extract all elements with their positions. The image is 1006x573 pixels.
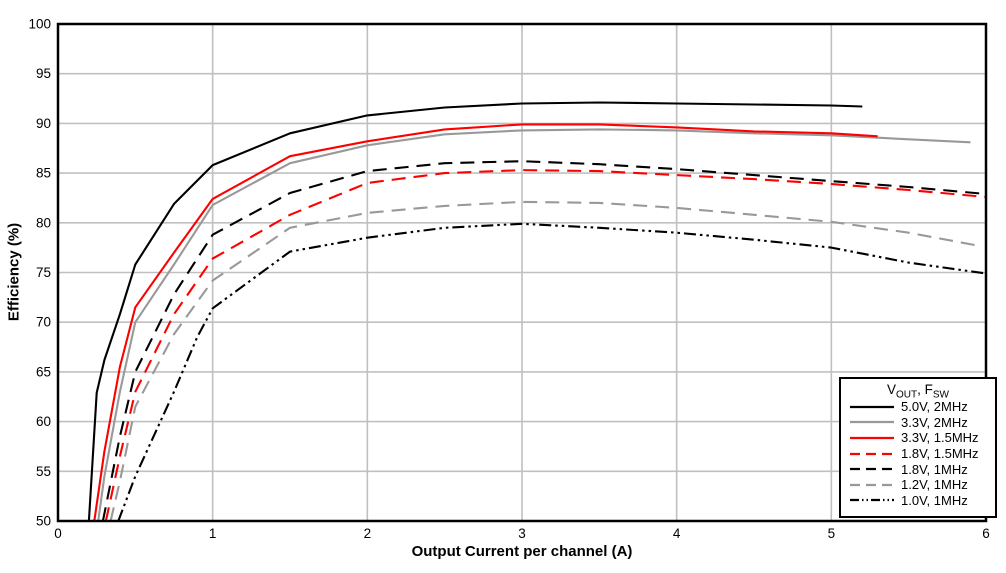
series-line-0: [87, 101, 863, 522]
y-tick-label: 65: [36, 364, 51, 379]
legend-row: 5.0V, 2MHz: [841, 399, 995, 415]
legend-row: 1.8V, 1.5MHz: [841, 446, 995, 462]
y-tick-label: 100: [28, 17, 51, 32]
x-tick-label: 5: [828, 526, 836, 541]
legend-row: 3.3V, 2MHz: [841, 415, 995, 431]
legend-row: 1.8V, 1MHz: [841, 461, 995, 477]
legend-label: 1.8V, 1MHz: [901, 461, 968, 477]
x-tick-label: 4: [673, 526, 681, 541]
series-line-2: [93, 123, 878, 522]
x-tick-label: 0: [54, 526, 62, 541]
series-line-6: [117, 222, 987, 522]
x-tick-label: 1: [209, 526, 217, 541]
legend-title: VOUT, FSW: [841, 379, 995, 401]
legend-line-sample: [850, 483, 894, 486]
legend-line-sample: [850, 421, 894, 424]
series-line-3: [104, 169, 987, 522]
legend-title-f: , F: [917, 382, 933, 397]
legend-label: 1.2V, 1MHz: [901, 477, 968, 493]
tick-labels: 50 55 60 65 70 75 80 85 90 95 100 0 1 2 3 4 5 6: [28, 17, 989, 542]
y-tick-label: 50: [36, 514, 51, 529]
y-tick-label: 75: [36, 265, 51, 280]
legend-row: 3.3V, 1.5MHz: [841, 430, 995, 446]
legend-row: 1.2V, 1MHz: [841, 477, 995, 493]
legend: VOUT, FSW 5.0V, 2MHz 3.3V, 2MHz 3.3V, 1.5M…: [839, 377, 997, 518]
series-lines: [87, 101, 987, 522]
legend-rows: 5.0V, 2MHz 3.3V, 2MHz 3.3V, 1.5MHz 1.8V, 1.…: [841, 399, 995, 508]
legend-label: 1.8V, 1.5MHz: [901, 446, 979, 462]
legend-title-v: V: [887, 382, 897, 397]
x-tick-label: 3: [518, 526, 526, 541]
legend-label: 5.0V, 2MHz: [901, 399, 968, 415]
y-tick-label: 55: [36, 464, 51, 479]
y-tick-label: 90: [36, 116, 51, 131]
legend-line-sample: [850, 436, 894, 440]
legend-title-vout-sub: OUT: [896, 389, 918, 401]
series-line-4: [101, 160, 987, 522]
x-tick-label: 2: [364, 526, 372, 541]
legend-line-sample: [850, 468, 894, 471]
legend-line-sample: [850, 405, 894, 408]
y-tick-label: 70: [36, 315, 51, 330]
y-tick-label: 95: [36, 66, 51, 81]
legend-title-fsw-sub: SW: [932, 389, 949, 401]
y-tick-label: 85: [36, 166, 51, 181]
legend-row: 1.0V, 1MHz: [841, 493, 995, 509]
plot-border: [56, 22, 988, 523]
x-tick-label: 6: [982, 526, 990, 541]
legend-label: 3.3V, 1.5MHz: [901, 430, 979, 446]
legend-line-sample: [850, 499, 894, 502]
x-axis-title: Output Current per channel (A): [411, 543, 633, 560]
legend-line-sample: [850, 452, 894, 455]
legend-label: 3.3V, 2MHz: [901, 414, 968, 430]
series-line-1: [97, 128, 971, 522]
legend-label: 1.0V, 1MHz: [901, 492, 968, 508]
y-tick-label: 80: [36, 215, 51, 230]
y-axis-title: Efficiency (%): [5, 222, 23, 322]
y-tick-label: 60: [36, 414, 51, 429]
series-line-5: [109, 200, 979, 522]
